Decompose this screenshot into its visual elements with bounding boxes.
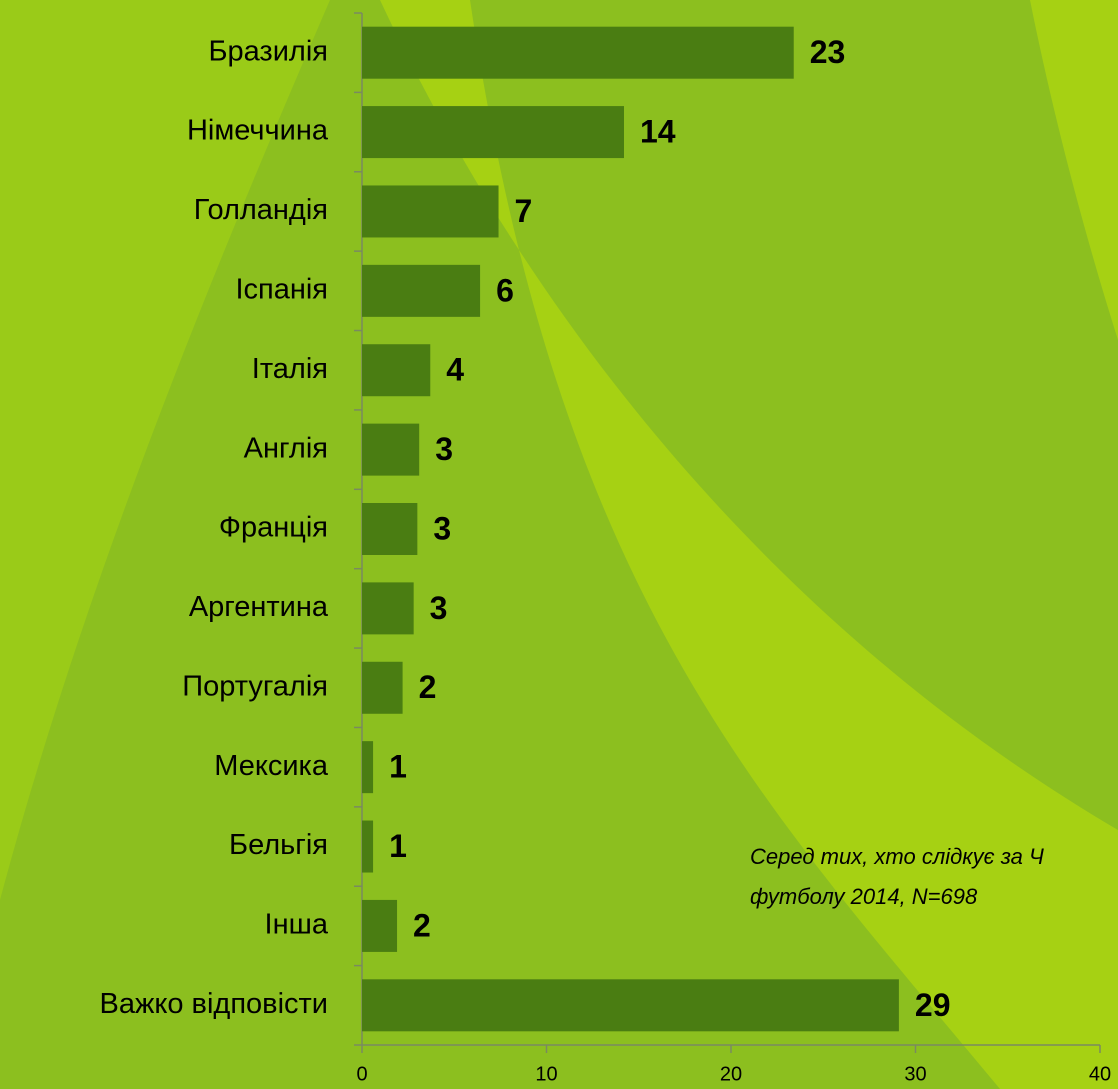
value-label: 14 [640, 114, 676, 150]
category-label: Інша [265, 909, 329, 941]
category-label: Бразилія [208, 35, 328, 67]
value-label: 3 [433, 510, 451, 546]
value-label: 1 [389, 828, 407, 864]
background-band [0, 0, 330, 900]
bar [362, 344, 431, 397]
category-label: Аргентина [189, 591, 329, 623]
bar [362, 979, 899, 1032]
category-label: Бельгія [229, 829, 328, 861]
category-label: Іспанія [235, 274, 328, 306]
x-tick-label: 10 [535, 1063, 557, 1085]
bar [362, 185, 499, 238]
bar [362, 423, 420, 476]
category-label: Мексика [214, 750, 329, 782]
x-tick-label: 40 [1089, 1063, 1111, 1085]
value-label: 1 [389, 749, 407, 785]
category-label: Франція [219, 512, 328, 544]
category-label: Англія [244, 432, 328, 464]
x-tick-label: 0 [356, 1063, 367, 1085]
category-label: Італія [252, 353, 328, 385]
value-label: 3 [435, 431, 453, 467]
bar [362, 264, 481, 317]
bar [362, 106, 624, 159]
category-label: Голландія [194, 194, 328, 226]
bar [362, 503, 418, 555]
value-label: 3 [430, 590, 448, 626]
x-tick-label: 30 [904, 1063, 926, 1085]
background-band [1030, 0, 1118, 340]
bar [362, 582, 414, 635]
value-label: 6 [496, 272, 514, 308]
value-label: 23 [810, 34, 846, 70]
category-label: Важко відповісти [99, 988, 328, 1020]
annotation: футболу 2014, N=698 [750, 884, 978, 909]
bar [362, 899, 398, 952]
x-tick-label: 20 [720, 1063, 742, 1085]
category-label: Німеччина [187, 115, 329, 147]
annotation: Серед тих, хто слідкує за Ч [750, 844, 1044, 869]
bar [362, 820, 374, 873]
background-band [380, 0, 1118, 1089]
bar [362, 741, 374, 794]
bar [362, 26, 794, 79]
bar [362, 661, 403, 714]
value-label: 2 [419, 669, 437, 705]
category-label: Португалія [182, 670, 328, 702]
value-label: 4 [446, 352, 464, 388]
value-label: 29 [915, 987, 951, 1023]
value-label: 7 [515, 193, 533, 229]
value-label: 2 [413, 907, 431, 943]
